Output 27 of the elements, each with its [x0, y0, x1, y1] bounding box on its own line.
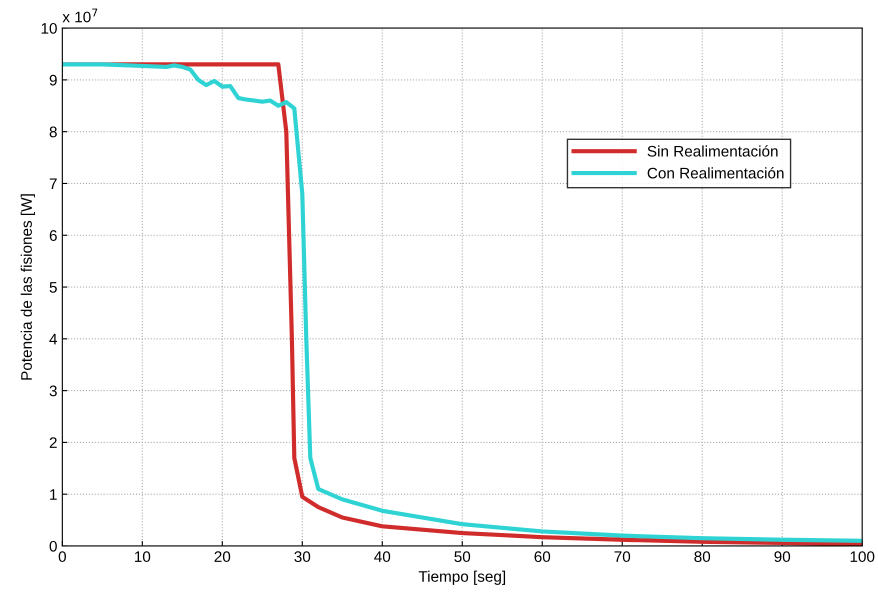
x-tick-label: 100	[850, 551, 874, 562]
legend-label: Con Realimentación	[648, 167, 784, 179]
text: x 10$^{7}$	[62, 8, 98, 22]
x-tick-label: 0	[58, 551, 66, 562]
y-tick-label: 2	[50, 437, 57, 448]
x-axis-title: Tiempo [seg]	[418, 570, 506, 585]
y-tick-label: 6	[50, 230, 57, 241]
y-axis-title: Potencia de las fisiones [W]	[20, 194, 35, 380]
y-tick-label: 7	[50, 178, 57, 189]
x-tick-label: 10	[134, 551, 150, 562]
y-tick-label: 5	[50, 282, 57, 293]
x-tick-label: 50	[454, 551, 470, 562]
y-tick-label: 10	[42, 22, 57, 34]
y-tick-label: 0	[50, 540, 57, 552]
y-tick-label: 3	[50, 385, 57, 396]
x-tick-label: 40	[374, 551, 390, 562]
x-tick-label: 90	[774, 551, 790, 562]
x-tick-label: 70	[614, 551, 630, 562]
legend-label: Sin Realimentación	[648, 145, 778, 157]
y-tick-label: 4	[49, 334, 58, 344]
x-tick-label: 80	[694, 551, 710, 562]
y-tick-label: 1	[50, 489, 57, 500]
x-tick-label: 30	[294, 551, 310, 562]
x-tick-label: 20	[214, 551, 230, 562]
y-tick-label: 9	[50, 74, 57, 86]
y-tick-label: 8	[50, 126, 57, 138]
x-tick-label: 60	[534, 551, 550, 562]
